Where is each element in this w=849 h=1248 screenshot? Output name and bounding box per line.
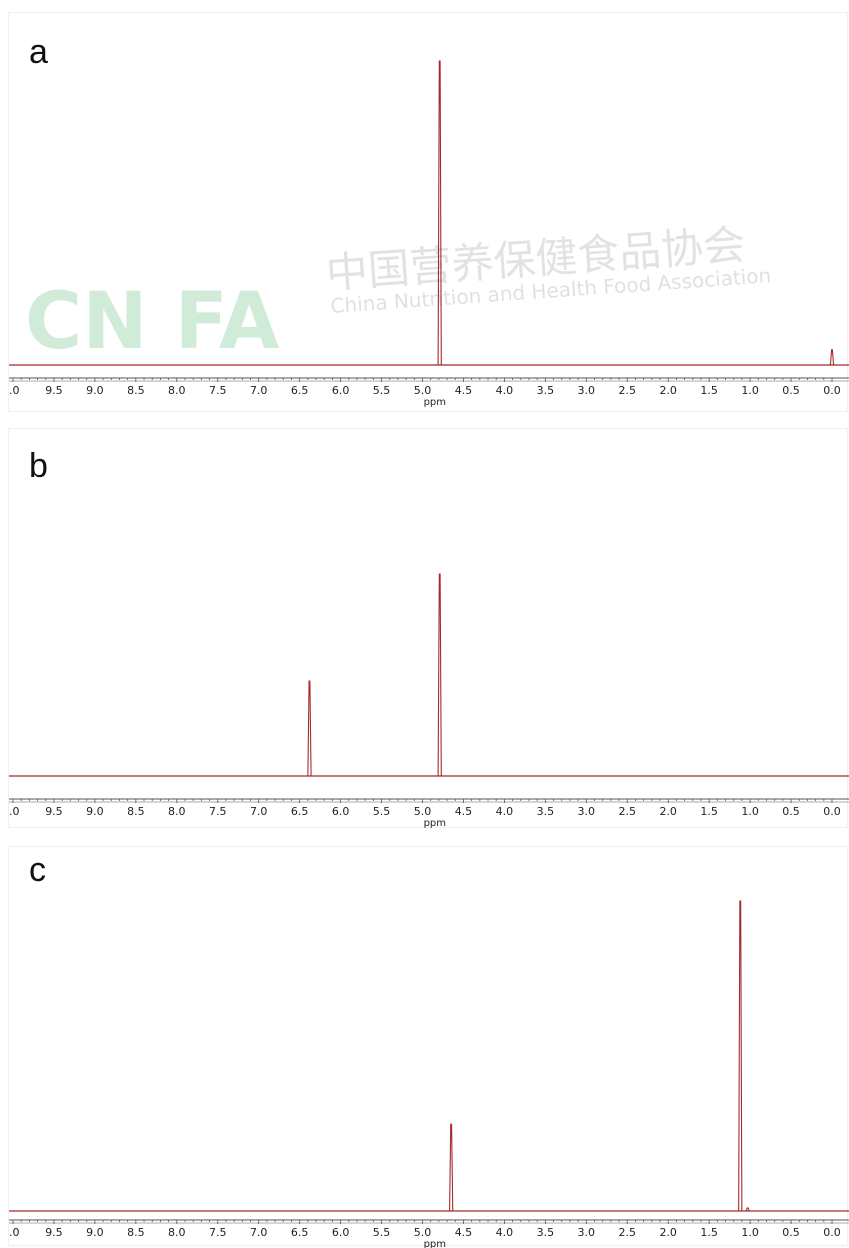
x-tick-label: 6.0 [332, 1226, 350, 1239]
spectrum-peak [449, 1123, 454, 1212]
x-tick-label: 9.5 [45, 1226, 63, 1239]
x-tick-label: 7.5 [209, 805, 227, 818]
spectrum-panel-a: a CN FA 中国营养保健食品协会 China Nutrition and H… [8, 12, 849, 412]
x-tick-label: 9.0 [86, 384, 104, 397]
x-tick-label: 7.0 [250, 1226, 268, 1239]
x-tick-label: 2.5 [619, 805, 637, 818]
spectrum-svg-b: .0 9.5 9.0 8.5 8.0 7.5 7.0 6.5 6.0 5.5 5.0 4.5 4.0 3.… [9, 573, 849, 829]
spectrum-panel-c: c .0 9.5 9.0 8.5 8.0 7.5 7.0 6.5 6.0 5.5 5.0 4.5 4.0… [8, 846, 849, 1248]
x-axis-title: ppm [424, 1239, 446, 1248]
x-tick-label: 1.5 [700, 384, 718, 397]
x-tick-label: 5.5 [373, 805, 391, 818]
x-tick-label: 2.0 [659, 1226, 677, 1239]
x-axis-title: ppm [424, 397, 446, 408]
x-tick-label: 1.5 [700, 805, 718, 818]
x-tick-label: 4.0 [496, 805, 514, 818]
panel-letter-b: b [29, 447, 48, 485]
x-tick-label: 2.0 [659, 805, 677, 818]
x-tick-label: 0.0 [823, 1226, 841, 1239]
x-tick-label: 6.0 [332, 384, 350, 397]
x-tick-label: 1.0 [741, 805, 759, 818]
x-tick-label: 8.5 [127, 1226, 145, 1239]
spectrum-panel-b: b .0 9.5 9.0 8.5 8.0 7.5 7.0 6.5 6.0 5.5 5.0 4.5 4.0… [8, 428, 849, 829]
x-tick-label: 0.5 [782, 1226, 800, 1239]
x-tick-label: 3.0 [578, 1226, 596, 1239]
x-tick-label: 5.0 [414, 805, 432, 818]
x-tick-label: 3.5 [537, 805, 555, 818]
x-tick-label: 0.0 [823, 384, 841, 397]
spectrum-peak [437, 573, 442, 777]
x-tick-label: 6.0 [332, 805, 350, 818]
x-tick-label: 8.5 [127, 384, 145, 397]
x-tick-label: 5.5 [373, 384, 391, 397]
x-tick-label: 3.0 [578, 384, 596, 397]
spectrum-peak [745, 1207, 750, 1212]
x-tick-label: 1.5 [700, 1226, 718, 1239]
x-tick-label: 3.5 [537, 384, 555, 397]
x-tick-label: 2.5 [619, 384, 637, 397]
x-tick-label: 4.5 [455, 805, 473, 818]
x-tick-label: 4.0 [496, 384, 514, 397]
x-tick-label: 7.0 [250, 384, 268, 397]
x-tick-label: 7.0 [250, 805, 268, 818]
x-tick-label: 1.0 [741, 1226, 759, 1239]
x-tick-label: 9.0 [86, 805, 104, 818]
spectrum-peak [437, 60, 442, 366]
x-tick-label: 2.5 [619, 1226, 637, 1239]
panel-letter-c: c [29, 851, 46, 889]
x-tick-label: 4.0 [496, 1226, 514, 1239]
x-tick-label: 8.0 [168, 1226, 186, 1239]
x-tick-label: 8.0 [168, 805, 186, 818]
spectrum-svg-a: .0 9.5 9.0 8.5 8.0 7.5 7.0 6.5 6.0 5.5 5.0 4.5 4.0 3.… [9, 60, 849, 408]
x-tick-label: .0 [9, 384, 20, 397]
x-tick-label: .0 [9, 1226, 20, 1239]
x-axis-title: ppm [424, 818, 446, 829]
x-tick-label: 6.5 [291, 805, 309, 818]
x-tick-label: 0.5 [782, 805, 800, 818]
x-tick-label: 5.5 [373, 1226, 391, 1239]
x-tick-label: 6.5 [291, 384, 309, 397]
x-tick-label: 4.5 [455, 384, 473, 397]
spectrum-peak [829, 349, 835, 366]
x-tick-label: 8.5 [127, 805, 145, 818]
x-tick-label: 8.0 [168, 384, 186, 397]
x-tick-label: 9.5 [45, 384, 63, 397]
x-tick-label: 4.5 [455, 1226, 473, 1239]
x-tick-label: 0.0 [823, 805, 841, 818]
x-tick-label: 7.5 [209, 384, 227, 397]
x-tick-label: 3.5 [537, 1226, 555, 1239]
spectrum-svg-c: .0 9.5 9.0 8.5 8.0 7.5 7.0 6.5 6.0 5.5 5.0 4.5 4.0 3.… [9, 900, 849, 1248]
x-tick-label: 5.0 [414, 384, 432, 397]
spectrum-peak [307, 680, 312, 777]
x-tick-label: 3.0 [578, 805, 596, 818]
x-tick-label: 0.5 [782, 384, 800, 397]
spectrum-peak [738, 900, 743, 1212]
x-tick-label: 2.0 [659, 384, 677, 397]
x-tick-label: .0 [9, 805, 20, 818]
panel-letter-a: a [29, 33, 48, 71]
x-tick-label: 7.5 [209, 1226, 227, 1239]
x-tick-label: 9.5 [45, 805, 63, 818]
x-tick-label: 1.0 [741, 384, 759, 397]
x-tick-label: 6.5 [291, 1226, 309, 1239]
x-tick-label: 9.0 [86, 1226, 104, 1239]
x-tick-label: 5.0 [414, 1226, 432, 1239]
